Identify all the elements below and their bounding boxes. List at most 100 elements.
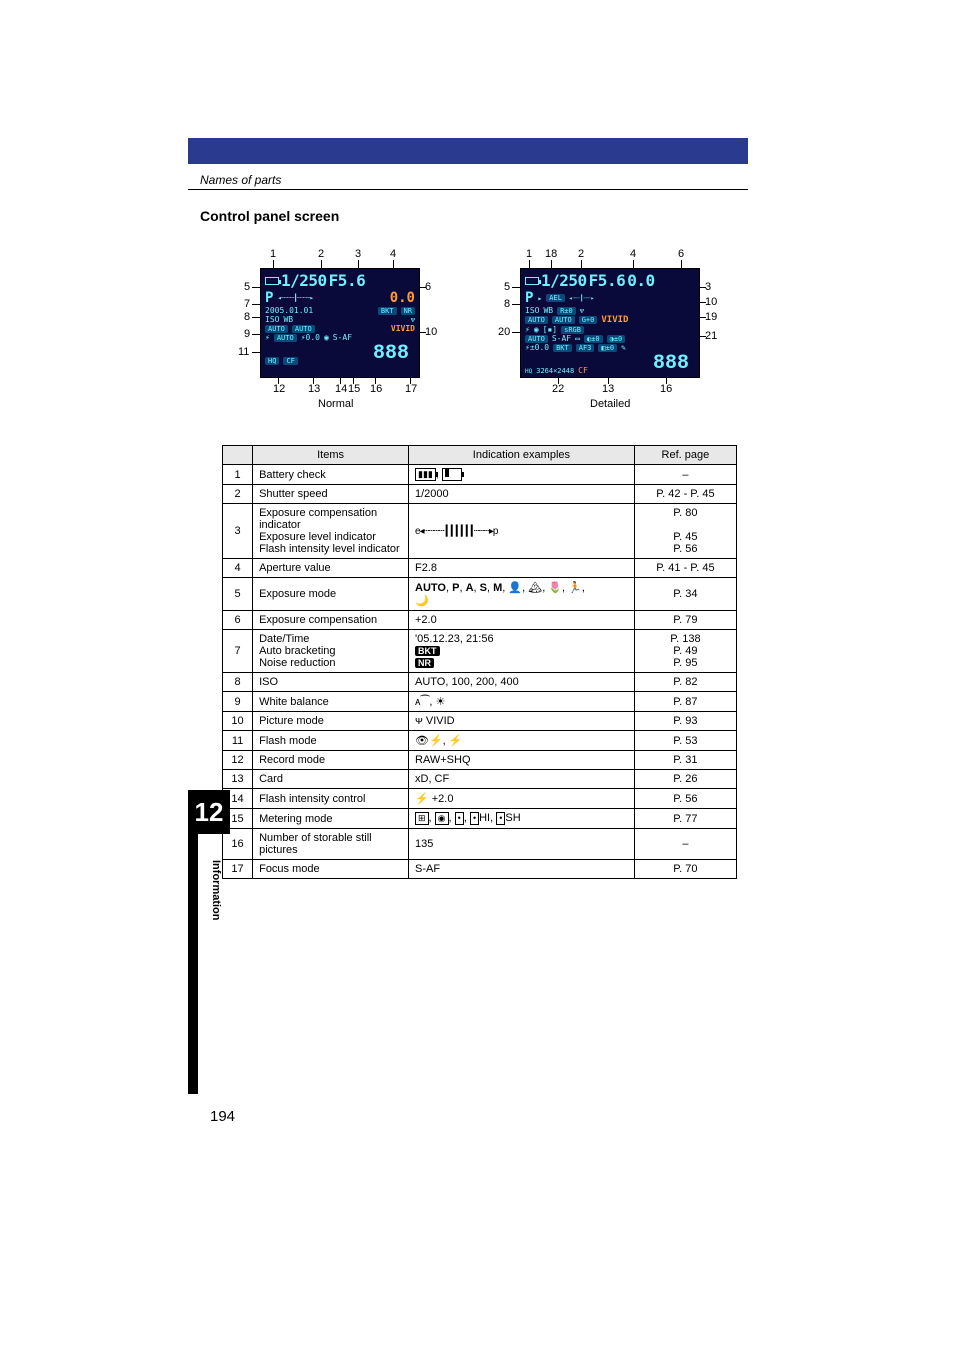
panel-bottom-row: HQ CF 888 — [261, 342, 419, 365]
table-row: 4Aperture valueF2.8P. 41 - P. 45 — [223, 559, 737, 578]
row-num: 2 — [223, 485, 253, 504]
row-item: Battery check — [253, 465, 409, 485]
table-row: 15Metering mode⊞, ◉, •, •HI, •SHP. 77 — [223, 809, 737, 829]
sport-icon: 🏃 — [568, 582, 582, 594]
spot-icon: • — [455, 812, 464, 825]
side-label: Information — [210, 860, 222, 921]
callout-line — [252, 334, 260, 335]
g-badge: G+0 — [579, 316, 598, 324]
section-title: Control panel screen — [200, 208, 339, 224]
callout-7: 7 — [244, 298, 250, 310]
bkt-badge: BKT — [553, 344, 572, 352]
hq-badge: HQ — [265, 357, 279, 365]
panel-d-bottom: HQ 3264×2448 CF 888 — [521, 352, 699, 375]
row-ref: P. 138P. 49P. 95 — [634, 630, 736, 673]
callout-line — [608, 378, 609, 384]
auto-flash: AUTO — [525, 335, 548, 343]
auto-badge2: AUTO — [552, 316, 575, 324]
auto-badge2: AUTO — [292, 325, 315, 333]
caption-normal: Normal — [318, 398, 353, 410]
row-indication: S-AF — [409, 860, 635, 879]
row-item: Picture mode — [253, 712, 409, 731]
row-indication: ⊞, ◉, •, •HI, •SH — [409, 809, 635, 829]
frames-value: 888 — [373, 342, 415, 365]
meter-icon: ◉ — [324, 333, 329, 342]
run-icon: ᴪ — [411, 315, 415, 324]
callout-line — [529, 260, 530, 268]
row-ref: P. 56 — [634, 789, 736, 809]
row-num: 9 — [223, 692, 253, 712]
row-item: Exposure compensation — [253, 611, 409, 630]
callout-d18: 18 — [545, 248, 557, 260]
panel-d-saf: AUTO S-AF ▭ ◐±0 ◑±0 — [521, 334, 699, 343]
row-num: 3 — [223, 504, 253, 559]
row-item: Card — [253, 770, 409, 789]
row-item: White balance — [253, 692, 409, 712]
afl-badge: AEL — [546, 294, 565, 302]
bkt-icon: BKT — [415, 646, 440, 656]
table-row: 12Record modeRAW+SHQP. 31 — [223, 751, 737, 770]
table-row: 8ISOAUTO, 100, 200, 400P. 82 — [223, 673, 737, 692]
auto-flash: AUTO — [274, 334, 297, 342]
mode-letter: P — [265, 290, 273, 306]
callout-d1: 1 — [526, 248, 532, 260]
row-num: 5 — [223, 578, 253, 611]
panel-date-row: 2005.01.01 BKT NR — [261, 306, 419, 315]
row-ref: – — [634, 829, 736, 860]
callout-d22: 22 — [552, 383, 564, 395]
panel-d-iso: ISO WB R±0 ᴪ — [521, 306, 699, 315]
callout-line — [358, 260, 359, 268]
vivid-label: VIVID — [391, 324, 415, 333]
callout-d19: 19 — [705, 311, 717, 323]
row-num: 11 — [223, 731, 253, 751]
flash-icon: ⚡ — [449, 735, 463, 747]
row-num: 12 — [223, 751, 253, 770]
nr-icon: NR — [415, 658, 434, 668]
row-ref: P. 34 — [634, 578, 736, 611]
row-ref: P. 79 — [634, 611, 736, 630]
table-row: 16Number of storable still pictures135– — [223, 829, 737, 860]
callout-line — [512, 304, 520, 305]
af3-badge: AF3 — [576, 344, 595, 352]
col-ref: Ref. page — [634, 446, 736, 465]
date-value: 2005.01.01 — [265, 306, 313, 315]
callout-line — [393, 260, 394, 268]
panel-d-flash: ⚡ ◉ [▪] sRGB — [521, 325, 699, 334]
flash-icon: ⚡ — [415, 793, 429, 805]
saf-label: S-AF — [333, 333, 352, 342]
callout-5: 5 — [244, 281, 250, 293]
table-row: 17Focus modeS-AFP. 70 — [223, 860, 737, 879]
col-items: Items — [253, 446, 409, 465]
callout-3: 3 — [355, 248, 361, 260]
center-icon: ◉ — [435, 812, 449, 825]
callout-14: 14 — [335, 383, 347, 395]
callout-line — [700, 336, 706, 337]
srgb-badge: sRGB — [561, 326, 584, 334]
callout-d2: 2 — [578, 248, 584, 260]
portrait-icon: 👤 — [508, 582, 522, 594]
panel-d-top: 1/250 F5.6 0.0 — [521, 269, 699, 290]
vivid-icon: ᴪ — [415, 715, 423, 727]
iso-label: ISO — [525, 306, 539, 315]
sharp-badge: ◧±0 — [598, 344, 617, 352]
battery-full-icon: ▮▮▮ — [415, 468, 436, 481]
callout-line — [512, 332, 520, 333]
table-header-row: Items Indication examples Ref. page — [223, 446, 737, 465]
auto-wb-icon: ᴀ⁀ — [415, 696, 429, 708]
row-num: 13 — [223, 770, 253, 789]
redeye-flash-icon: 👁⚡ — [415, 735, 443, 747]
callout-d6: 6 — [678, 248, 684, 260]
caption-detailed: Detailed — [590, 398, 630, 410]
row-indication: F2.8 — [409, 559, 635, 578]
panel-iso-row: ISO WB ᴪ — [261, 315, 419, 324]
row-indication: ᴪ VIVID — [409, 712, 635, 731]
battery-low-icon — [442, 468, 462, 481]
con-badge: ◑±0 — [607, 335, 626, 343]
callout-line — [700, 317, 706, 318]
edit-icon: ✎ — [621, 343, 626, 352]
row-indication: ⚡ +2.0 — [409, 789, 635, 809]
header-bar — [188, 138, 748, 164]
callout-line — [313, 378, 314, 384]
macro-icon: 🌷 — [548, 582, 562, 594]
callout-line — [273, 260, 274, 268]
